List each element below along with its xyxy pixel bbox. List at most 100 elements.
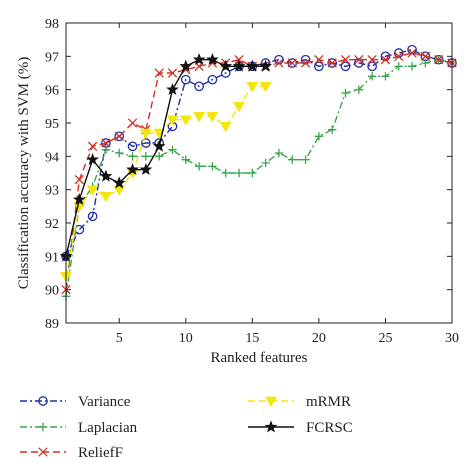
data-point-relieff <box>420 51 431 61</box>
x-tick-label: 20 <box>312 331 326 346</box>
data-point-mrmr <box>193 112 205 123</box>
x-tick-label: 30 <box>445 331 459 346</box>
data-point-fcrsc <box>166 83 179 96</box>
y-tick-label: 98 <box>45 17 59 32</box>
ticks-layer: 5 10 15 20 25 30 89 90 91 92 93 94 95 96 97 98 <box>45 17 459 346</box>
legend: Variance Laplacian ReliefF mRMR FCRSC <box>20 394 353 461</box>
data-point-laplacian <box>154 152 164 161</box>
legend-label-variance: Variance <box>78 394 131 410</box>
series-relieff <box>61 48 457 295</box>
data-point-fcrsc <box>179 59 193 72</box>
data-point-laplacian <box>194 162 204 171</box>
plot-frame <box>65 22 453 324</box>
data-point-relieff <box>127 118 138 128</box>
data-point-variance <box>194 81 204 92</box>
legend-marker-relieff <box>38 447 48 457</box>
legend-label-relieff: ReliefF <box>78 445 123 461</box>
data-point-laplacian <box>261 158 270 168</box>
data-point-relieff <box>87 141 98 151</box>
data-point-variance <box>367 61 377 72</box>
data-point-relieff <box>340 55 351 65</box>
data-point-relieff <box>167 68 178 78</box>
data-point-mrmr <box>259 82 272 93</box>
data-point-relieff <box>394 51 404 61</box>
y-tick-label: 91 <box>45 250 59 265</box>
y-tick-label: 97 <box>45 50 59 65</box>
data-point-relieff <box>74 175 84 185</box>
legend-item-fcrsc: FCRSC <box>248 420 353 436</box>
x-tick-label: 10 <box>179 331 193 346</box>
x-tick-label: 5 <box>116 331 123 346</box>
data-point-mrmr <box>246 82 259 93</box>
data-point-fcrsc <box>259 59 272 72</box>
data-point-relieff <box>114 131 124 141</box>
data-point-laplacian <box>354 85 364 94</box>
series-line-variance <box>65 48 453 257</box>
data-point-variance <box>207 74 218 85</box>
data-point-variance <box>87 211 98 222</box>
legend-item-relieff: ReliefF <box>20 445 123 461</box>
data-point-laplacian <box>288 155 297 164</box>
legend-marker-fcrsc <box>264 420 278 433</box>
data-point-variance <box>340 61 351 72</box>
data-point-variance <box>327 58 338 68</box>
data-point-fcrsc <box>152 139 166 152</box>
data-point-fcrsc <box>219 59 233 72</box>
data-point-relieff <box>300 58 311 68</box>
data-point-laplacian <box>341 88 350 98</box>
data-point-relieff <box>274 58 284 68</box>
data-point-laplacian <box>221 168 230 178</box>
data-point-mrmr <box>86 185 99 196</box>
legend-label-fcrsc: FCRSC <box>306 420 353 436</box>
y-tick-label: 95 <box>45 117 59 132</box>
data-point-relieff <box>234 55 244 65</box>
data-point-laplacian <box>168 145 177 154</box>
data-point-laplacian <box>128 152 137 161</box>
series-layer <box>59 44 457 301</box>
series-fcrsc <box>59 53 272 262</box>
legend-label-mrmr: mRMR <box>306 394 351 410</box>
data-point-fcrsc <box>86 153 99 166</box>
data-point-fcrsc <box>192 53 206 66</box>
y-tick-label: 93 <box>45 184 59 199</box>
data-point-relieff <box>367 55 377 65</box>
y-tick-label: 90 <box>45 284 59 299</box>
x-tick-label: 25 <box>378 331 392 346</box>
data-point-laplacian <box>141 152 151 161</box>
data-point-laplacian <box>208 162 217 171</box>
data-point-laplacian <box>301 155 310 164</box>
data-point-mrmr <box>219 122 232 133</box>
legend-item-mrmr: mRMR <box>248 394 351 410</box>
data-point-relieff <box>407 48 417 58</box>
plot-area <box>66 23 452 323</box>
data-point-relieff <box>101 138 111 148</box>
data-point-fcrsc <box>206 53 219 66</box>
series-line-fcrsc <box>65 58 266 257</box>
data-point-laplacian <box>101 145 111 154</box>
data-point-relieff <box>327 58 337 68</box>
legend-marker-variance <box>38 396 48 406</box>
x-axis-label: Ranked features <box>210 350 307 366</box>
data-point-laplacian <box>274 148 284 158</box>
legend-marker-laplacian <box>38 422 48 432</box>
data-point-relieff <box>434 55 444 65</box>
data-point-variance <box>114 131 125 142</box>
data-point-variance <box>314 61 324 72</box>
data-point-mrmr <box>179 115 192 126</box>
data-point-laplacian <box>248 168 257 178</box>
data-point-laplacian <box>181 155 190 164</box>
legend-item-variance: Variance <box>20 394 131 410</box>
y-tick-label: 92 <box>45 217 59 232</box>
data-point-laplacian <box>328 125 337 134</box>
data-point-relieff <box>354 55 364 65</box>
data-point-mrmr <box>166 115 179 126</box>
data-point-variance <box>127 141 138 152</box>
data-point-laplacian <box>314 132 324 141</box>
series-line-laplacian <box>65 58 453 297</box>
data-point-fcrsc <box>246 59 259 72</box>
legend-label-laplacian: Laplacian <box>78 420 138 436</box>
data-point-relieff <box>154 68 164 78</box>
data-point-mrmr <box>100 192 112 203</box>
data-point-fcrsc <box>99 169 113 182</box>
data-point-laplacian <box>407 62 417 71</box>
